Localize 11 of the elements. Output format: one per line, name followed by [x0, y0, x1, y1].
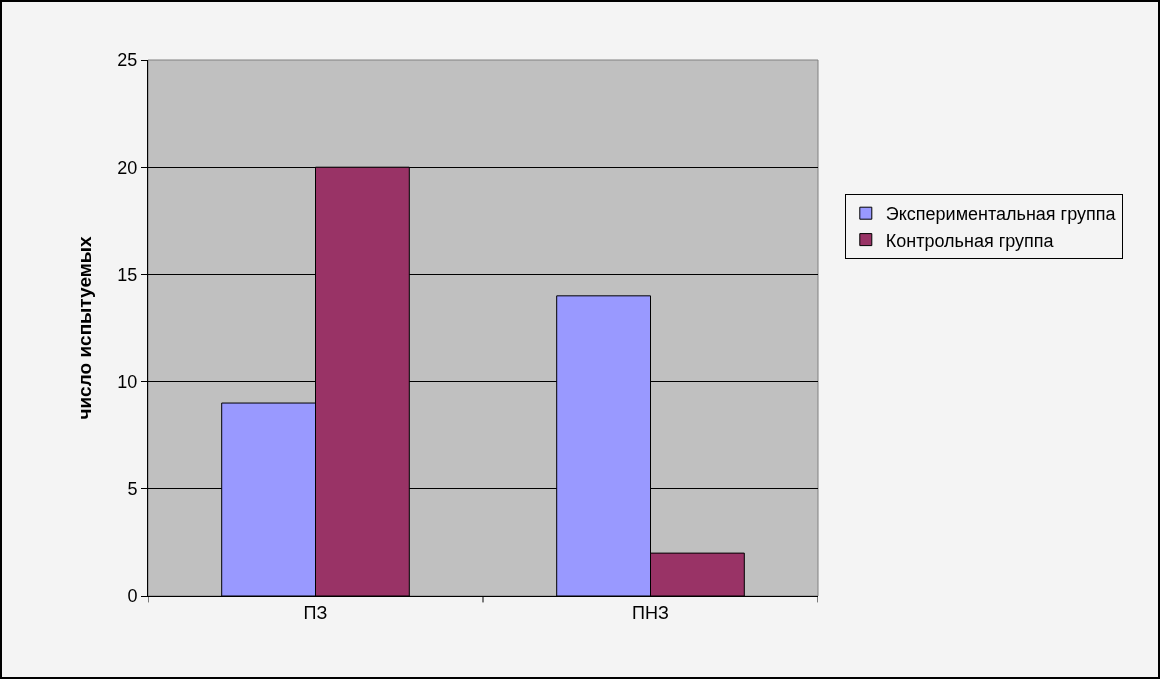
- y-tick-label: 15: [117, 264, 138, 285]
- x-tick-label: ПНЗ: [632, 602, 669, 623]
- legend-label: Экспериментальная группа: [885, 204, 1117, 225]
- y-tick-label: 25: [117, 50, 138, 71]
- x-tick-label: ПЗ: [303, 602, 328, 623]
- y-tick-label: 0: [127, 586, 138, 607]
- legend-label: Контрольная группа: [885, 230, 1055, 251]
- y-tick-label: 20: [117, 157, 138, 178]
- y-axis-title: число испытуемых: [74, 235, 96, 420]
- y-tick-label: 10: [117, 371, 138, 392]
- y-tick-label: 5: [127, 479, 138, 500]
